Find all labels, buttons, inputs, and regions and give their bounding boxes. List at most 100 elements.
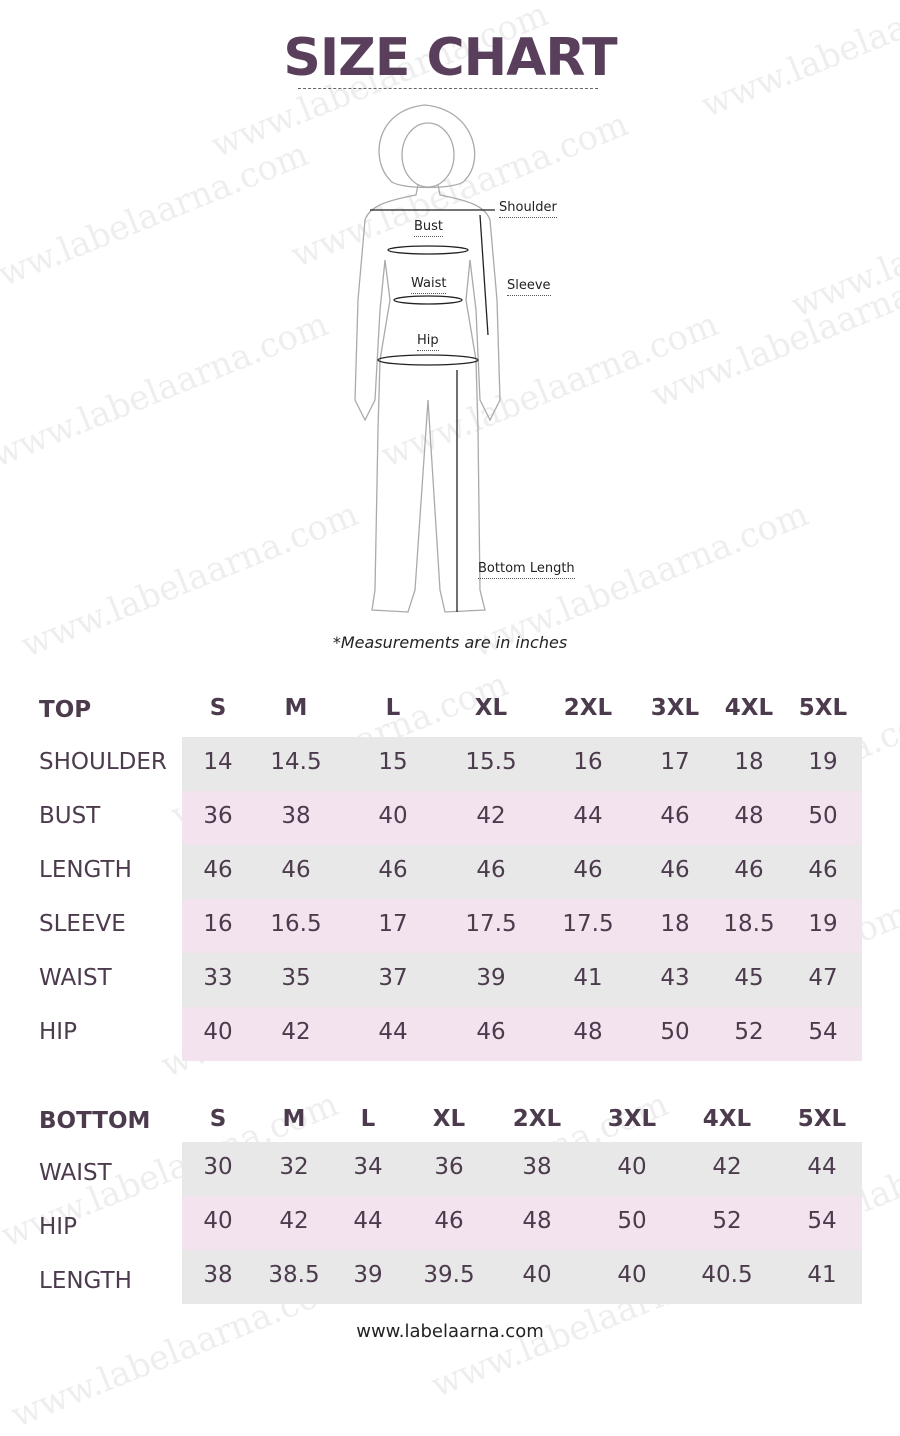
table-cell: 50 [617,1208,647,1234]
watermark-text: www.labelaarna.com [0,304,334,476]
table-row-hip [182,1007,862,1061]
table-cell: 40 [522,1262,552,1288]
measurement-note: *Measurements are in inches [332,633,568,652]
table-cell: 17.5 [465,911,517,937]
table-cell: 54 [808,1019,838,1045]
size-header-5xl: 5XL [797,1106,847,1132]
table-cell: 50 [808,803,838,829]
row-label-hip: HIP [39,1019,77,1045]
table-cell: 42 [281,1019,311,1045]
table-cell: 41 [573,965,603,991]
table-cell: 52 [712,1208,742,1234]
table-cell: 38 [281,803,311,829]
table-row-length [182,845,862,899]
table-cell: 37 [378,965,408,991]
table-row-bust [182,791,862,845]
table-cell: 46 [660,857,690,883]
table-cell: 52 [734,1019,764,1045]
size-header-s: S [209,1106,227,1132]
table-row-hip [182,1196,862,1250]
table-cell: 32 [279,1154,309,1180]
table-cell: 47 [808,965,838,991]
table-cell: 14.5 [270,749,322,775]
table-cell: 38 [522,1154,552,1180]
label-bust: Bust [414,219,444,237]
table-row-sleeve [182,899,862,953]
table-cell: 44 [573,803,603,829]
body-measurement-figure [354,104,501,613]
table-cell: 54 [807,1208,837,1234]
label-waist: Waist [411,276,447,294]
bottom_table-section-label: BOTTOM [39,1108,151,1134]
size-header-xl: XL [474,695,508,721]
size-header-m: M [284,695,308,721]
top_table-section-label: TOP [39,697,92,723]
table-cell: 41 [807,1262,837,1288]
table-cell: 40.5 [701,1262,753,1288]
table-cell: 33 [203,965,233,991]
table-cell: 15.5 [465,749,517,775]
label-shoulder: Shoulder [499,200,557,218]
table-cell: 46 [378,857,408,883]
table-cell: 17 [378,911,408,937]
table-cell: 19 [808,749,838,775]
table-cell: 39 [353,1262,383,1288]
title-underline [298,88,598,89]
table-cell: 18 [734,749,764,775]
table-cell: 38 [203,1262,233,1288]
table-cell: 34 [353,1154,383,1180]
table-cell: 46 [476,857,506,883]
table-cell: 48 [734,803,764,829]
table-cell: 16 [573,749,603,775]
table-cell: 48 [573,1019,603,1045]
table-cell: 39 [476,965,506,991]
size-header-2xl: 2XL [512,1106,562,1132]
size-header-5xl: 5XL [798,695,848,721]
row-label-hip: HIP [39,1214,77,1240]
watermark-text: www.labelaarna.com [0,134,314,306]
size-header-4xl: 4XL [702,1106,752,1132]
size-header-l: L [360,1106,376,1132]
table-cell: 46 [734,857,764,883]
page-title: SIZE CHART [283,28,617,88]
table-cell: 15 [378,749,408,775]
size-header-xl: XL [432,1106,466,1132]
table-cell: 45 [734,965,764,991]
table-cell: 46 [203,857,233,883]
table-cell: 39.5 [423,1262,475,1288]
table-cell: 42 [279,1208,309,1234]
table-cell: 46 [281,857,311,883]
table-cell: 43 [660,965,690,991]
table-cell: 18 [660,911,690,937]
table-cell: 44 [353,1208,383,1234]
size-header-l: L [385,695,401,721]
size-header-m: M [282,1106,306,1132]
table-cell: 36 [434,1154,464,1180]
table-cell: 40 [617,1154,647,1180]
table-cell: 46 [660,803,690,829]
row-label-shoulder: SHOULDER [39,749,167,775]
row-label-length: LENGTH [39,857,132,883]
table-cell: 17.5 [562,911,614,937]
size-header-3xl: 3XL [650,695,700,721]
row-label-bust: BUST [39,803,101,829]
table-cell: 30 [203,1154,233,1180]
label-sleeve: Sleeve [507,278,551,296]
table-cell: 35 [281,965,311,991]
table-cell: 17 [660,749,690,775]
table-cell: 19 [808,911,838,937]
table-cell: 48 [522,1208,552,1234]
table-row-waist [182,1142,862,1196]
table-cell: 42 [712,1154,742,1180]
table-cell: 46 [808,857,838,883]
label-hip: Hip [417,333,439,351]
table-cell: 46 [434,1208,464,1234]
row-label-waist: WAIST [39,965,112,991]
table-cell: 38.5 [268,1262,320,1288]
table-cell: 44 [378,1019,408,1045]
table-cell: 14 [203,749,233,775]
table-cell: 36 [203,803,233,829]
table-cell: 46 [476,1019,506,1045]
table-cell: 46 [573,857,603,883]
table-cell: 40 [378,803,408,829]
